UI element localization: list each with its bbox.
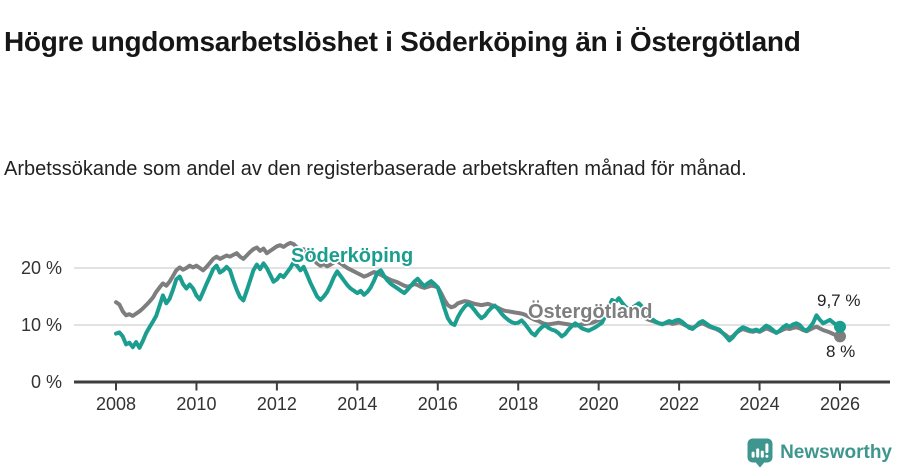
x-tick-label: 2010 [176,394,216,414]
series-line-stergtland [114,240,842,341]
y-tick-label: 10 % [21,315,62,335]
y-tick-label: 20 % [21,258,62,278]
newsworthy-brand: Newsworthy [747,438,892,468]
x-tick-label: 2008 [96,394,136,414]
x-tick-label: 2012 [257,394,297,414]
x-tick-label: 2022 [659,394,699,414]
y-tick-label: 0 % [31,372,62,392]
x-tick-label: 2020 [579,394,619,414]
series-end-dot-stergtland [834,330,846,343]
series-end-dot-sderkping [834,320,846,333]
newsworthy-brand-text: Newsworthy [780,442,892,463]
series-label-ostergotland: Östergötland [528,301,653,323]
page-title: Högre ungdomsarbetslöshet i Söderköping … [4,25,801,57]
x-tick-label: 2026 [820,394,860,414]
series-line-sderkping [114,260,842,350]
x-tick-label: 2016 [418,394,458,414]
x-tick-label: 2014 [337,394,377,414]
series-label-soderkoping: Söderköping [291,245,414,267]
x-tick-label: 2018 [498,394,538,414]
end-value-label-ostergotland: 8 % [826,342,856,361]
newsworthy-pin-barchart-icon [747,438,773,468]
chart-subtitle: Arbetssökande som andel av den registerb… [4,158,747,180]
x-tick-label: 2024 [740,394,780,414]
end-value-label-soderkoping: 9,7 % [817,291,861,310]
